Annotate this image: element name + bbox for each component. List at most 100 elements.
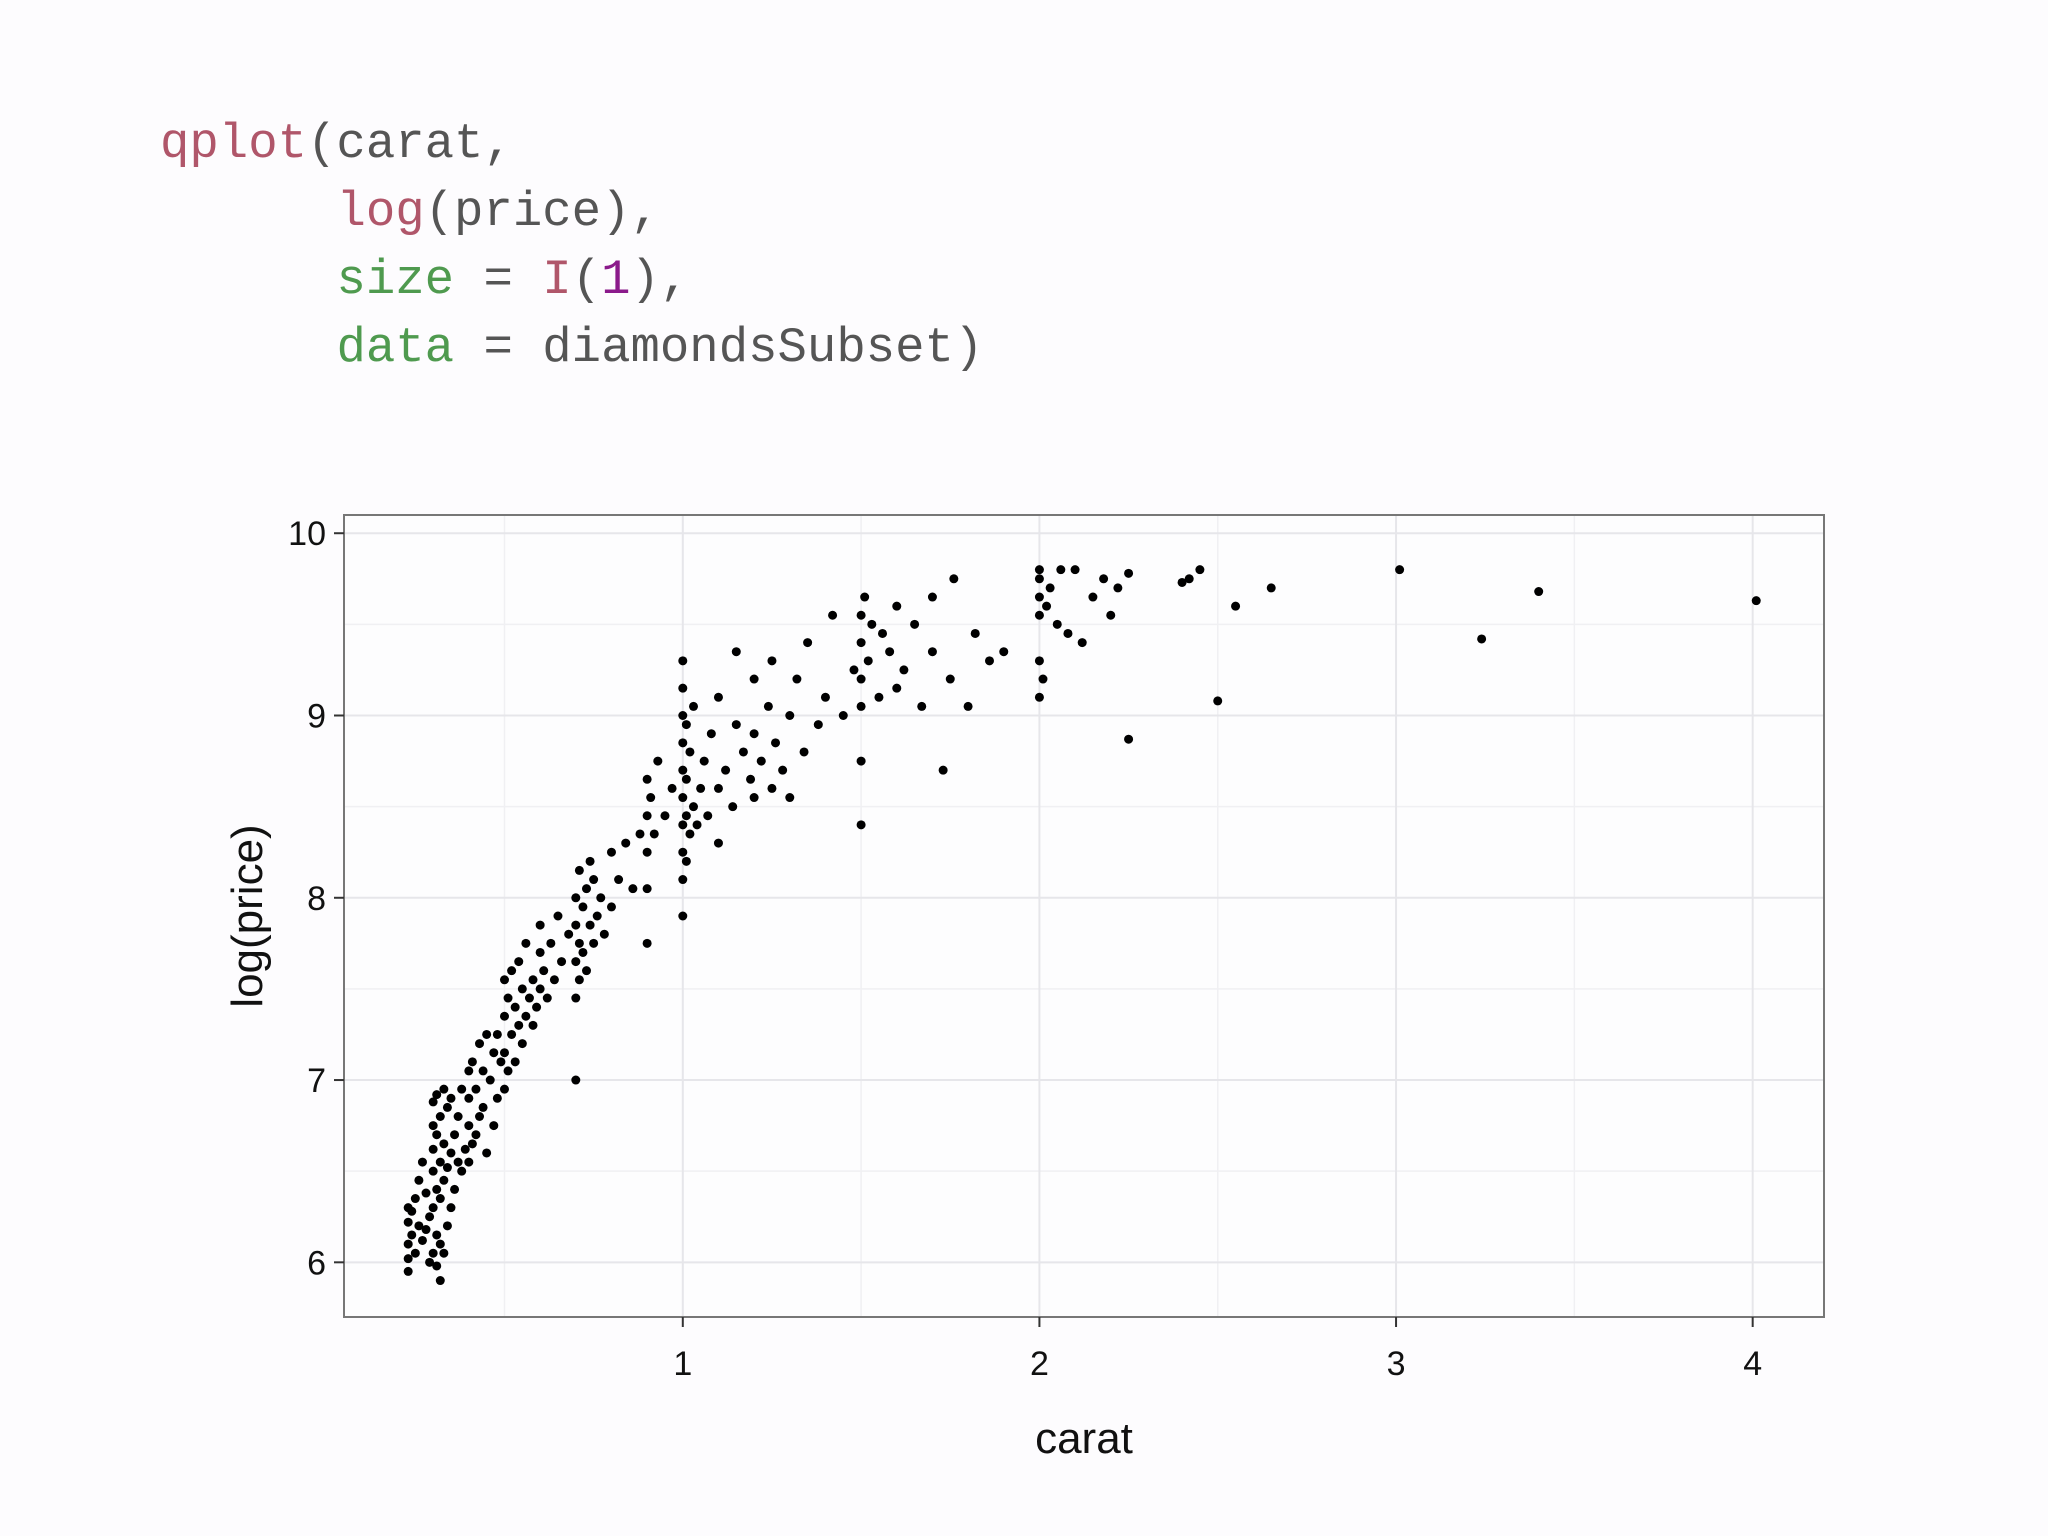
data-point: [1124, 568, 1134, 578]
data-point: [606, 902, 616, 912]
data-point: [571, 993, 581, 1003]
code-token: =: [454, 252, 543, 308]
data-point: [442, 1163, 452, 1173]
data-point: [574, 865, 584, 875]
data-point: [450, 1130, 460, 1140]
data-point: [731, 720, 741, 730]
data-point: [1534, 587, 1544, 597]
data-point: [703, 811, 713, 821]
data-point: [524, 993, 534, 1003]
data-point: [1034, 565, 1044, 575]
data-point: [681, 774, 691, 784]
data-point: [417, 1157, 427, 1167]
data-point: [1042, 601, 1052, 611]
data-point: [507, 966, 517, 976]
data-point: [432, 1230, 442, 1240]
data-point: [706, 729, 716, 739]
data-point: [1056, 565, 1066, 575]
data-point: [949, 574, 959, 584]
data-point: [678, 911, 688, 921]
data-point: [860, 592, 870, 602]
data-point: [489, 1121, 499, 1131]
code-token: (: [571, 252, 602, 308]
data-point: [482, 1029, 492, 1039]
data-point: [496, 1057, 506, 1067]
data-point: [450, 1184, 460, 1194]
code-token: data: [336, 320, 455, 376]
data-point: [535, 920, 545, 930]
data-point: [614, 875, 624, 885]
data-point: [660, 811, 670, 821]
data-point: [464, 1093, 474, 1103]
data-point: [863, 656, 873, 666]
data-point: [1266, 583, 1276, 593]
data-point: [499, 1011, 509, 1021]
data-point: [1099, 574, 1109, 584]
data-point: [425, 1212, 435, 1222]
data-point: [521, 1011, 531, 1021]
data-point: [489, 1048, 499, 1058]
data-point: [688, 802, 698, 812]
data-point: [984, 656, 994, 666]
data-point: [642, 884, 652, 894]
data-point: [453, 1112, 463, 1121]
data-point: [678, 683, 688, 693]
data-point: [503, 1066, 513, 1076]
data-point: [457, 1166, 467, 1176]
data-point: [878, 628, 888, 638]
data-point: [407, 1230, 417, 1240]
data-point: [532, 1002, 542, 1012]
data-point: [785, 793, 795, 803]
data-point: [571, 1075, 581, 1085]
data-point: [499, 975, 509, 985]
code-token: qplot: [160, 116, 308, 172]
data-point: [446, 1203, 456, 1213]
code-token: (carat,: [307, 116, 513, 172]
data-point: [728, 802, 738, 812]
y-tick-label: 8: [307, 880, 326, 918]
data-point: [1106, 610, 1116, 620]
code-token: (price),: [424, 184, 660, 240]
data-point: [1063, 628, 1073, 638]
data-point: [564, 929, 574, 939]
data-point: [999, 647, 1009, 657]
y-tick-label: 7: [307, 1062, 326, 1100]
data-point: [585, 856, 595, 866]
data-point: [820, 692, 830, 702]
data-point: [856, 638, 866, 648]
data-point: [457, 1084, 467, 1094]
data-point: [435, 1276, 445, 1286]
data-point: [667, 783, 677, 793]
data-point: [410, 1194, 420, 1204]
data-point: [482, 1148, 492, 1158]
data-point: [403, 1239, 413, 1249]
data-point: [453, 1157, 463, 1167]
data-point: [945, 674, 955, 684]
code-token: = diamondsSubset): [454, 320, 984, 376]
data-point: [485, 1075, 495, 1085]
data-point: [582, 966, 592, 976]
data-point: [927, 647, 937, 657]
data-point: [749, 729, 759, 739]
data-point: [678, 793, 688, 803]
data-point: [599, 929, 609, 939]
data-point: [856, 756, 866, 766]
data-point: [799, 747, 809, 757]
data-point: [1184, 574, 1194, 584]
data-point: [642, 938, 652, 948]
data-point: [571, 893, 581, 903]
data-point: [421, 1225, 431, 1235]
data-point: [970, 628, 980, 638]
y-tick-label: 9: [307, 698, 326, 736]
data-point: [713, 783, 723, 793]
data-point: [432, 1261, 442, 1271]
data-point: [1231, 601, 1241, 611]
data-point: [756, 756, 766, 766]
data-point: [856, 701, 866, 711]
data-point: [478, 1066, 488, 1076]
data-point: [653, 756, 663, 766]
data-point: [574, 938, 584, 948]
data-point: [432, 1184, 442, 1194]
data-point: [478, 1102, 488, 1112]
